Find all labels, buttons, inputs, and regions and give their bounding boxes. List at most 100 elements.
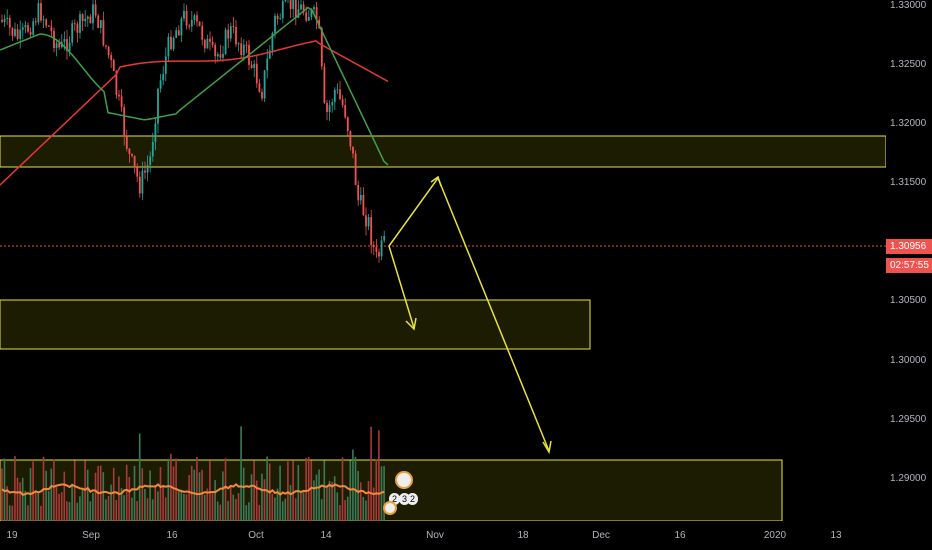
candle-body — [131, 153, 133, 156]
volume-bar — [89, 501, 92, 521]
candle-body — [170, 36, 172, 50]
bar-countdown-tag: 02:57:55 — [886, 258, 932, 273]
volume-bar — [21, 477, 24, 521]
time-axis[interactable]: 19 Sep 16 Oct 14 Nov 18 Dec 16 2020 13 — [0, 521, 886, 550]
candle-body — [339, 89, 341, 100]
candle-body — [105, 45, 107, 47]
candle-body — [123, 107, 126, 137]
volume-bar — [336, 492, 339, 521]
candle-body — [138, 176, 141, 194]
candle-body — [185, 10, 188, 26]
candle-body — [193, 15, 196, 20]
candle-body — [120, 96, 123, 108]
current-price-tag: 1.30956 — [886, 239, 932, 254]
candle-body — [154, 123, 157, 142]
volume-bar — [14, 456, 16, 521]
volume-bar — [8, 505, 11, 521]
volume-bar — [240, 426, 242, 521]
volume-bar — [323, 460, 326, 521]
volume-bar — [305, 457, 307, 521]
volume-bar — [110, 484, 112, 521]
price-label: 1.32000 — [890, 118, 927, 129]
candle-body — [235, 27, 237, 45]
candle-body — [289, 0, 292, 9]
volume-bar — [375, 459, 378, 521]
candle-body — [29, 31, 32, 35]
volume-bar — [255, 480, 258, 521]
candle-body — [94, 4, 97, 16]
candle-body — [97, 15, 100, 28]
candle-body — [6, 17, 9, 19]
volume-bar — [112, 467, 115, 521]
candle-body — [183, 10, 185, 19]
volume-bar — [198, 472, 201, 521]
candle-body — [144, 170, 146, 173]
volume-bar — [258, 504, 261, 521]
us-flag-event-icon[interactable] — [395, 471, 413, 489]
volume-bar — [245, 505, 248, 521]
time-label: 16 — [674, 530, 686, 541]
volume-bar — [167, 458, 170, 521]
volume-bar — [76, 502, 79, 521]
candle-body — [55, 43, 58, 49]
volume-bars — [1, 426, 385, 521]
volume-bar — [3, 458, 6, 521]
candle-body — [328, 105, 331, 113]
volume-bar — [367, 481, 370, 521]
volume-bar — [151, 499, 154, 521]
candle-body — [107, 46, 110, 56]
candle-body — [76, 24, 79, 33]
candle-body — [196, 15, 198, 22]
event-count-badge[interactable]: 2 — [407, 493, 419, 505]
event-count-badge[interactable]: 3 — [399, 493, 411, 505]
volume-bar — [310, 460, 313, 521]
candle-body — [86, 16, 89, 19]
volume-ma-line — [1, 483, 385, 496]
candle-body — [344, 105, 347, 118]
candle-body — [112, 60, 115, 72]
volume-bar — [224, 458, 227, 521]
volume-bar — [274, 497, 276, 521]
candle-body — [365, 215, 367, 227]
candle-body — [271, 33, 274, 51]
candle-body — [229, 26, 232, 39]
chart-canvas[interactable] — [0, 0, 886, 521]
candle-body — [125, 136, 128, 149]
candle-body — [99, 20, 102, 28]
candle-body — [177, 30, 180, 36]
candle-body — [92, 4, 94, 24]
candle-body — [162, 73, 165, 81]
volume-bar — [107, 495, 110, 521]
candle-body — [263, 70, 266, 99]
candle-body — [63, 39, 66, 42]
volume-bar — [300, 491, 302, 521]
volume-bar — [172, 466, 175, 521]
time-label: 2020 — [763, 530, 787, 541]
volume-bar — [349, 460, 352, 521]
volume-bar — [55, 487, 58, 521]
candle-body — [320, 28, 323, 67]
candle-body — [250, 64, 253, 68]
candle-body — [274, 15, 276, 34]
projection-arrows — [388, 175, 552, 455]
volume-bar — [297, 464, 300, 521]
volume-bar — [216, 501, 219, 521]
volume-bar — [193, 469, 196, 521]
volume-bar — [162, 484, 164, 521]
volume-bar — [352, 449, 354, 521]
candle-body — [310, 9, 313, 17]
candle-body — [21, 27, 24, 30]
candle-body — [258, 83, 261, 92]
support-zone-1 — [0, 299, 591, 350]
event-count-badge[interactable]: 2 — [389, 493, 401, 505]
candle-body — [53, 30, 55, 49]
volume-bar — [6, 486, 8, 521]
candle-body — [375, 247, 378, 252]
price-axis[interactable]: 1.33000 1.32500 1.32000 1.31500 1.30500 … — [886, 0, 932, 521]
us-flag-event-icon[interactable] — [383, 501, 397, 515]
price-label: 1.32500 — [890, 59, 927, 70]
volume-bar — [242, 467, 245, 521]
candle-body — [367, 217, 370, 227]
candle-body — [370, 217, 373, 245]
